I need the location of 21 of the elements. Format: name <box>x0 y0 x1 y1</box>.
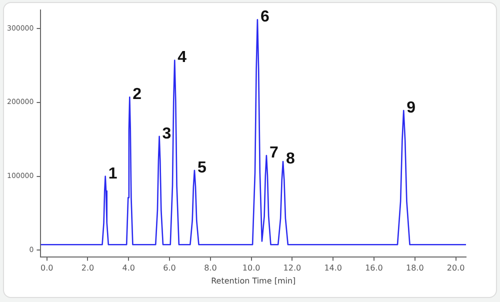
annotation: 9 <box>406 99 416 116</box>
x-tick-label: 10.0 <box>242 264 260 273</box>
annotation: 1 <box>108 165 118 182</box>
annotation: 2 <box>132 86 142 104</box>
x-tick-label: 2.0 <box>81 264 94 273</box>
annotation: 8 <box>286 150 296 168</box>
annotation: 6 <box>260 8 270 26</box>
x-tick-label: 14.0 <box>324 264 342 273</box>
annotation: 4 <box>178 49 187 66</box>
x-tick-label: 0.0 <box>40 264 54 273</box>
x-tick-label: 16.0 <box>365 264 383 273</box>
annotation: 3 <box>162 125 172 142</box>
annotation: 5 <box>197 159 206 176</box>
x-tick-label: 18.0 <box>406 264 424 273</box>
annotation: 7 <box>269 144 278 162</box>
x-tick-label: 20.0 <box>446 264 465 273</box>
x-tick-label: 4.0 <box>122 264 136 273</box>
x-tick-label: 8.0 <box>204 264 217 273</box>
x-axis-title: Retention Time [min] <box>211 276 296 286</box>
x-tick-label: 12.0 <box>283 264 302 273</box>
x-tick-label: 6.0 <box>163 264 176 273</box>
